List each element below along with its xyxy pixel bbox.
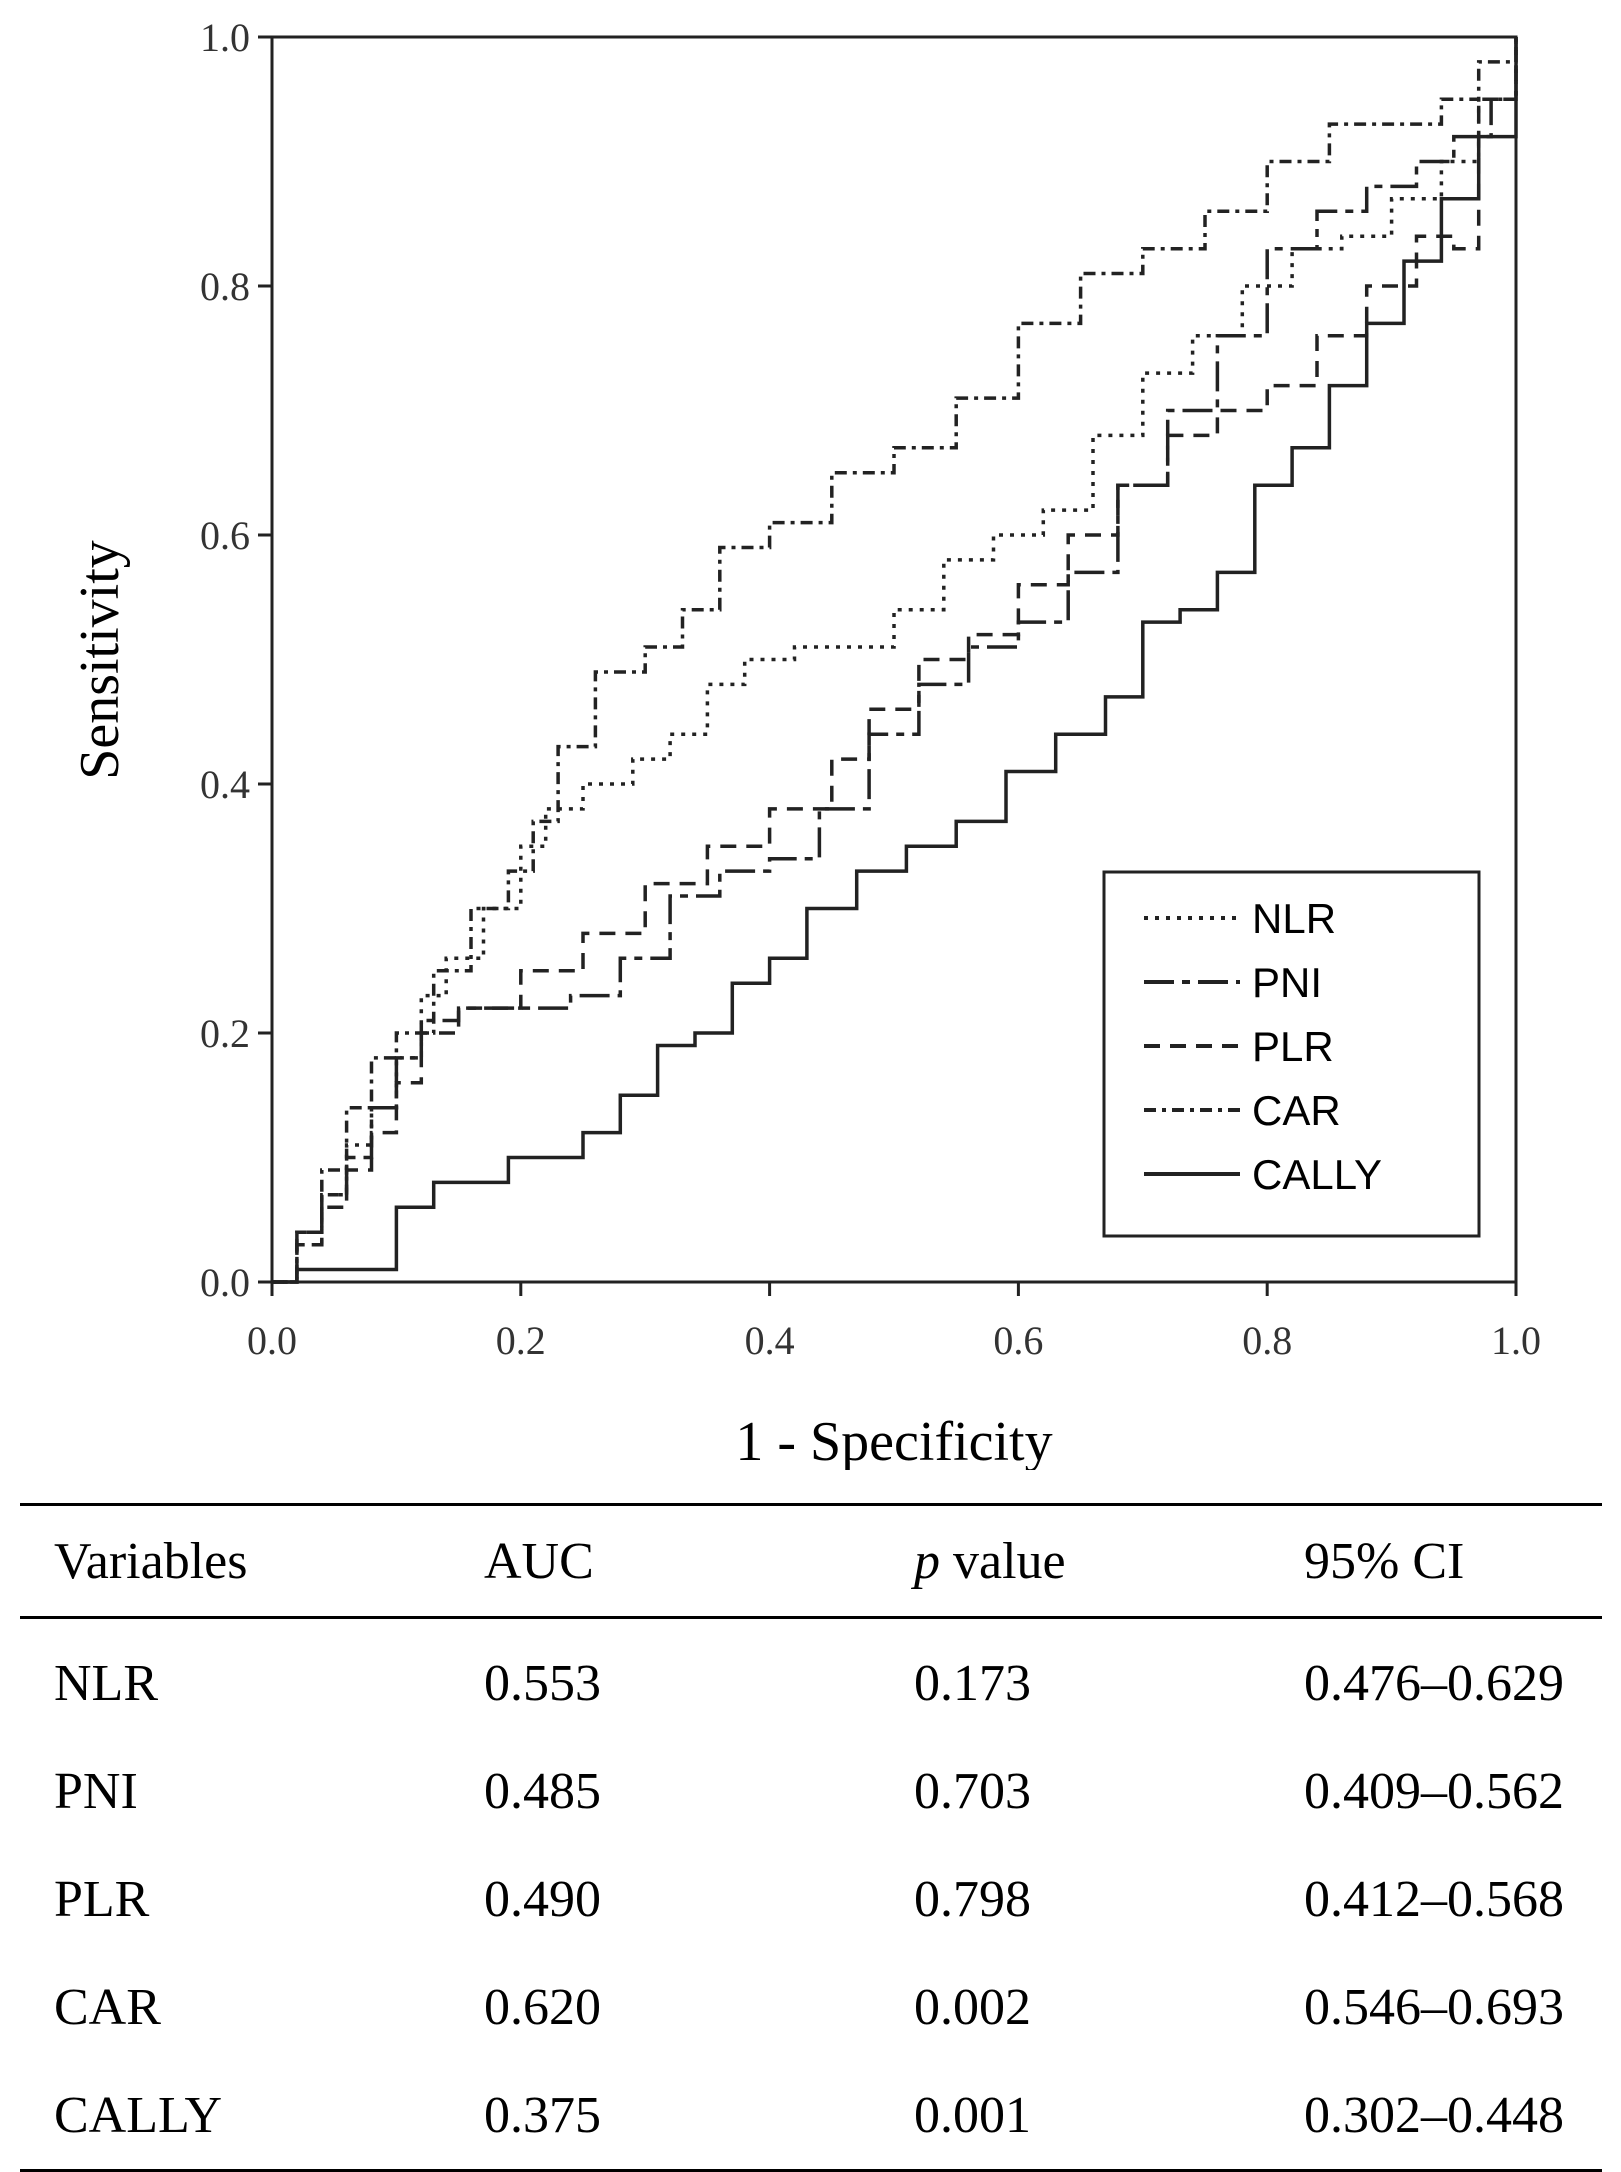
cell-variable: PNI xyxy=(54,1762,138,1820)
x-tick-label: 1.0 xyxy=(1491,1318,1541,1363)
series-line-cally xyxy=(272,37,1518,1284)
cell-ci: 0.412–0.568 xyxy=(1304,1870,1564,1928)
header-ci: 95% CI xyxy=(1304,1532,1465,1590)
cell-variable: PLR xyxy=(54,1870,150,1928)
cell-ci: 0.409–0.562 xyxy=(1304,1762,1564,1820)
cell-p: 0.173 xyxy=(914,1654,1031,1712)
header-p-italic: p xyxy=(914,1532,940,1590)
table-row-cally: CALLY 0.375 0.001 0.302–0.448 xyxy=(20,2061,1602,2171)
roc-figure: 0.0 0.2 0.4 0.6 0.8 1.0 0.0 0.2 0.4 0.6 0.8 1.0 Sen… xyxy=(69,15,1541,1470)
legend-label-plr: PLR xyxy=(1252,1023,1334,1070)
cell-ci: 0.476–0.629 xyxy=(1304,1654,1564,1712)
series-line-pni xyxy=(272,37,1518,1284)
cell-p: 0.703 xyxy=(914,1762,1031,1820)
header-variables: Variables xyxy=(54,1532,248,1590)
y-tick-label: 0.2 xyxy=(200,1011,250,1056)
table-header-row: Variables AUC p value 95% CI xyxy=(20,1504,1602,1618)
cell-auc: 0.490 xyxy=(484,1870,601,1928)
cell-variable: NLR xyxy=(54,1654,158,1712)
plot-frame xyxy=(270,35,1518,1284)
x-tick-label: 0.6 xyxy=(993,1318,1043,1363)
results-table: Variables AUC p value 95% CI NLR 0.553 0… xyxy=(20,1503,1602,2172)
cell-auc: 0.620 xyxy=(484,1978,601,2036)
cell-ci: 0.302–0.448 xyxy=(1304,2086,1564,2144)
y-tick-label: 0.4 xyxy=(200,762,250,807)
legend-label-cally: CALLY xyxy=(1252,1151,1382,1198)
header-p-rest: value xyxy=(940,1532,1066,1590)
series-line-car xyxy=(272,37,1518,1284)
roc-chart: 0.0 0.2 0.4 0.6 0.8 1.0 0.0 0.2 0.4 0.6 0.8 1.0 Sen… xyxy=(69,15,1541,1470)
x-axis-title: 1 - Specificity xyxy=(735,1411,1052,1470)
series-group xyxy=(272,37,1518,1284)
x-tick-label: 0.2 xyxy=(496,1318,546,1363)
table-row-plr: PLR 0.490 0.798 0.412–0.568 xyxy=(20,1845,1602,1953)
cell-p: 0.001 xyxy=(914,2086,1031,2144)
cell-auc: 0.375 xyxy=(484,2086,601,2144)
y-tick-label: 0.8 xyxy=(200,264,250,309)
series-line-plr xyxy=(272,37,1518,1284)
cell-auc: 0.485 xyxy=(484,1762,601,1820)
legend-items: NLR PNI PLR CAR CALLY xyxy=(1144,895,1382,1198)
y-tick-label: 1.0 xyxy=(200,15,250,60)
header-p-value: p value xyxy=(880,1505,1270,1618)
auc-table: Variables AUC p value 95% CI NLR 0.553 0… xyxy=(20,1503,1602,2172)
header-auc: AUC xyxy=(484,1532,594,1590)
cell-ci: 0.546–0.693 xyxy=(1304,1978,1564,2036)
table-row-pni: PNI 0.485 0.703 0.409–0.562 xyxy=(20,1737,1602,1845)
y-tick-label: 0.6 xyxy=(200,513,250,558)
y-tick-label: 0.0 xyxy=(200,1260,250,1305)
x-tick-label: 0.8 xyxy=(1242,1318,1292,1363)
legend-label-car: CAR xyxy=(1252,1087,1341,1134)
cell-variable: CAR xyxy=(54,1978,161,2036)
x-tick-label: 0.0 xyxy=(247,1318,297,1363)
table-row-nlr: NLR 0.553 0.173 0.476–0.629 xyxy=(20,1618,1602,1738)
cell-p: 0.798 xyxy=(914,1870,1031,1928)
cell-auc: 0.553 xyxy=(484,1654,601,1712)
legend: NLR PNI PLR CAR CALLY xyxy=(1102,870,1481,1238)
cell-variable: CALLY xyxy=(54,2086,223,2144)
cell-p: 0.002 xyxy=(914,1978,1031,2036)
axis-ticks: 0.0 0.2 0.4 0.6 0.8 1.0 0.0 0.2 0.4 0.6 0.8 1.0 xyxy=(200,15,1541,1363)
table-row-car: CAR 0.620 0.002 0.546–0.693 xyxy=(20,1953,1602,2061)
legend-label-nlr: NLR xyxy=(1252,895,1336,942)
x-tick-label: 0.4 xyxy=(745,1318,795,1363)
legend-label-pni: PNI xyxy=(1252,959,1322,1006)
y-axis-title: Sensitivity xyxy=(69,540,131,780)
